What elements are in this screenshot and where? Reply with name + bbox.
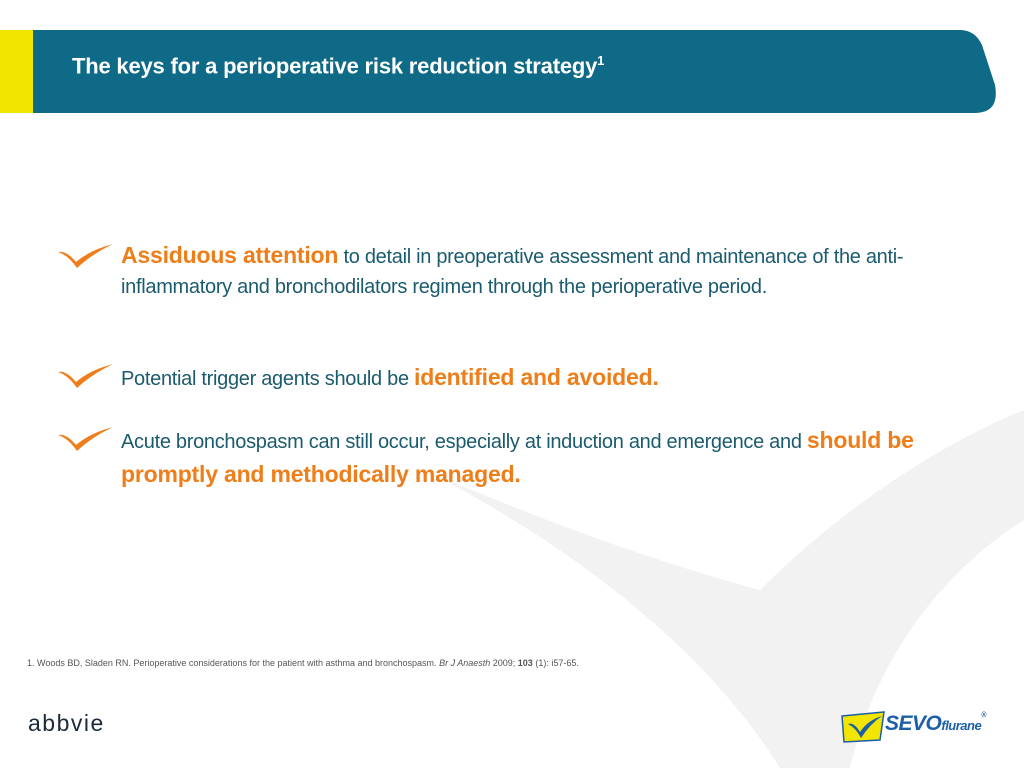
checkmark-icon bbox=[58, 244, 113, 268]
checkmark-icon bbox=[58, 364, 113, 388]
bullet-2-text: Potential trigger agents should be ident… bbox=[121, 364, 659, 390]
checkmark-icon bbox=[58, 427, 113, 451]
header-band bbox=[0, 30, 996, 113]
sevoflurane-logo-mark bbox=[841, 711, 885, 743]
bullet-3-text: Acute bronchospasm can still occur, espe… bbox=[121, 427, 914, 487]
bullet-1-text: Assiduous attention to detail in preoper… bbox=[121, 242, 904, 298]
bullet-3-highlight: should be promptly and methodically mana… bbox=[121, 427, 914, 487]
bullet-2-highlight: identified and avoided. bbox=[414, 364, 659, 390]
bullet-1-highlight: Assiduous attention bbox=[121, 242, 339, 268]
reference-footnote: 1. Woods BD, Sladen RN. Perioperative co… bbox=[27, 658, 579, 668]
abbvie-logo: abbvie bbox=[28, 710, 105, 736]
slide-title: The keys for a perioperative risk reduct… bbox=[72, 53, 605, 79]
sevoflurane-logo-text: SEVOflurane® bbox=[885, 712, 986, 735]
